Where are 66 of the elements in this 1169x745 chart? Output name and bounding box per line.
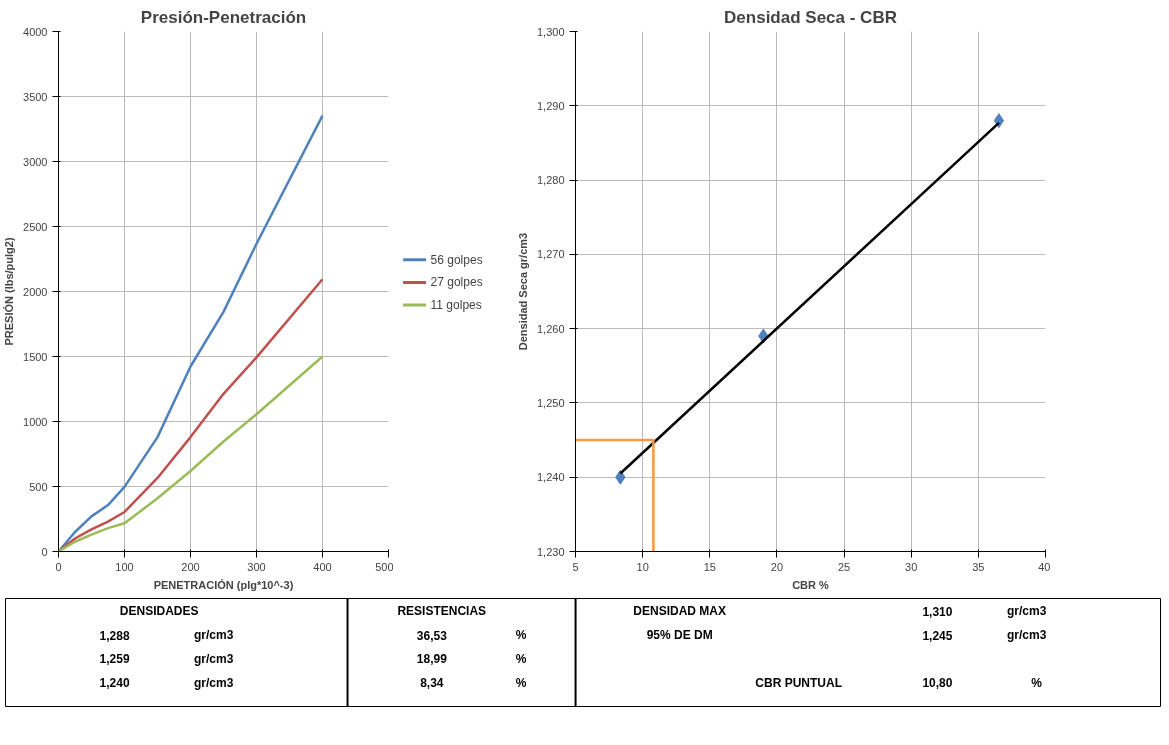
text: 36,53 [416, 628, 448, 643]
line-series [58, 278, 324, 552]
y-tick-label: 1,240 [536, 471, 565, 484]
y-tick-label: 1,230 [536, 545, 565, 558]
y-axis-title: PRESIÓN (lbs/pulg2) [3, 237, 16, 346]
y-tick-label: 1500 [23, 350, 48, 363]
y-tick-label: 3500 [23, 90, 48, 103]
y-tick-label: 1,290 [536, 99, 565, 112]
x-tick-label: 100 [115, 560, 134, 573]
y-tick-label: 0 [41, 545, 48, 558]
x-axis-title: CBR % [792, 578, 830, 591]
y-tick-label: 4000 [23, 25, 48, 38]
text: CBR PUNTUAL [755, 675, 842, 690]
x-tick-label: 15 [703, 560, 716, 573]
y-axis-title: Densidad Seca gr/cm3 [516, 232, 529, 351]
text: gr/cm3 [1006, 604, 1047, 619]
text: 8,34 [420, 676, 444, 691]
legend-label: 56 golpes [430, 252, 483, 267]
text: gr/cm3 [194, 651, 234, 666]
text: gr/cm3 [194, 675, 234, 690]
text: 10,80 [922, 676, 953, 691]
chart-title: Presión-Penetración [140, 7, 307, 27]
text: % [515, 675, 527, 690]
x-tick-label: 400 [313, 560, 332, 573]
legend-label: 27 golpes [430, 275, 483, 290]
x-tick-label: 30 [905, 560, 918, 573]
text: DENSIDADES [119, 604, 199, 619]
text: 1,310 [922, 604, 953, 619]
text: 1,245 [922, 628, 953, 643]
line-series [58, 114, 324, 552]
x-tick-label: 25 [837, 560, 851, 573]
x-tick-label: 200 [181, 560, 200, 573]
x-axis-title: PENETRACIÓN (plg*10^-3) [153, 578, 294, 591]
y-tick-label: 1000 [23, 415, 48, 428]
text: 18,99 [416, 652, 448, 667]
y-tick-label: 500 [29, 480, 48, 493]
text: % [515, 628, 527, 643]
y-tick-label: 1,270 [536, 248, 565, 261]
text: 1,240 [99, 676, 130, 691]
text: % [1031, 675, 1043, 690]
y-tick-label: 2000 [23, 285, 48, 298]
x-tick-label: 40 [1038, 560, 1051, 573]
chart-title: Densidad Seca - CBR [724, 7, 897, 27]
x-tick-label: 10 [636, 560, 649, 573]
x-tick-label: 300 [247, 560, 266, 573]
x-tick-label: 0 [55, 560, 62, 573]
text: RESISTENCIAS [397, 604, 487, 619]
y-tick-label: 1,280 [536, 174, 565, 187]
y-tick-label: 3000 [23, 155, 48, 168]
y-tick-label: 1,300 [536, 25, 565, 38]
y-tick-label: 1,250 [536, 396, 565, 409]
text: 1,259 [99, 652, 130, 667]
text: % [515, 651, 527, 666]
text: 95% DE DM [646, 628, 713, 643]
text: gr/cm3 [194, 628, 234, 643]
x-tick-label: 35 [972, 560, 985, 573]
y-tick-label: 2500 [23, 220, 48, 233]
text: DENSIDAD MAX [633, 604, 726, 619]
x-tick-label: 5 [572, 560, 579, 573]
legend-label: 11 golpes [430, 298, 482, 313]
line-series [58, 355, 324, 552]
text: 1,288 [99, 628, 130, 643]
text: gr/cm3 [1006, 628, 1047, 643]
x-tick-label: 500 [375, 560, 394, 573]
x-tick-label: 20 [770, 560, 784, 573]
y-tick-label: 1,260 [536, 322, 565, 335]
